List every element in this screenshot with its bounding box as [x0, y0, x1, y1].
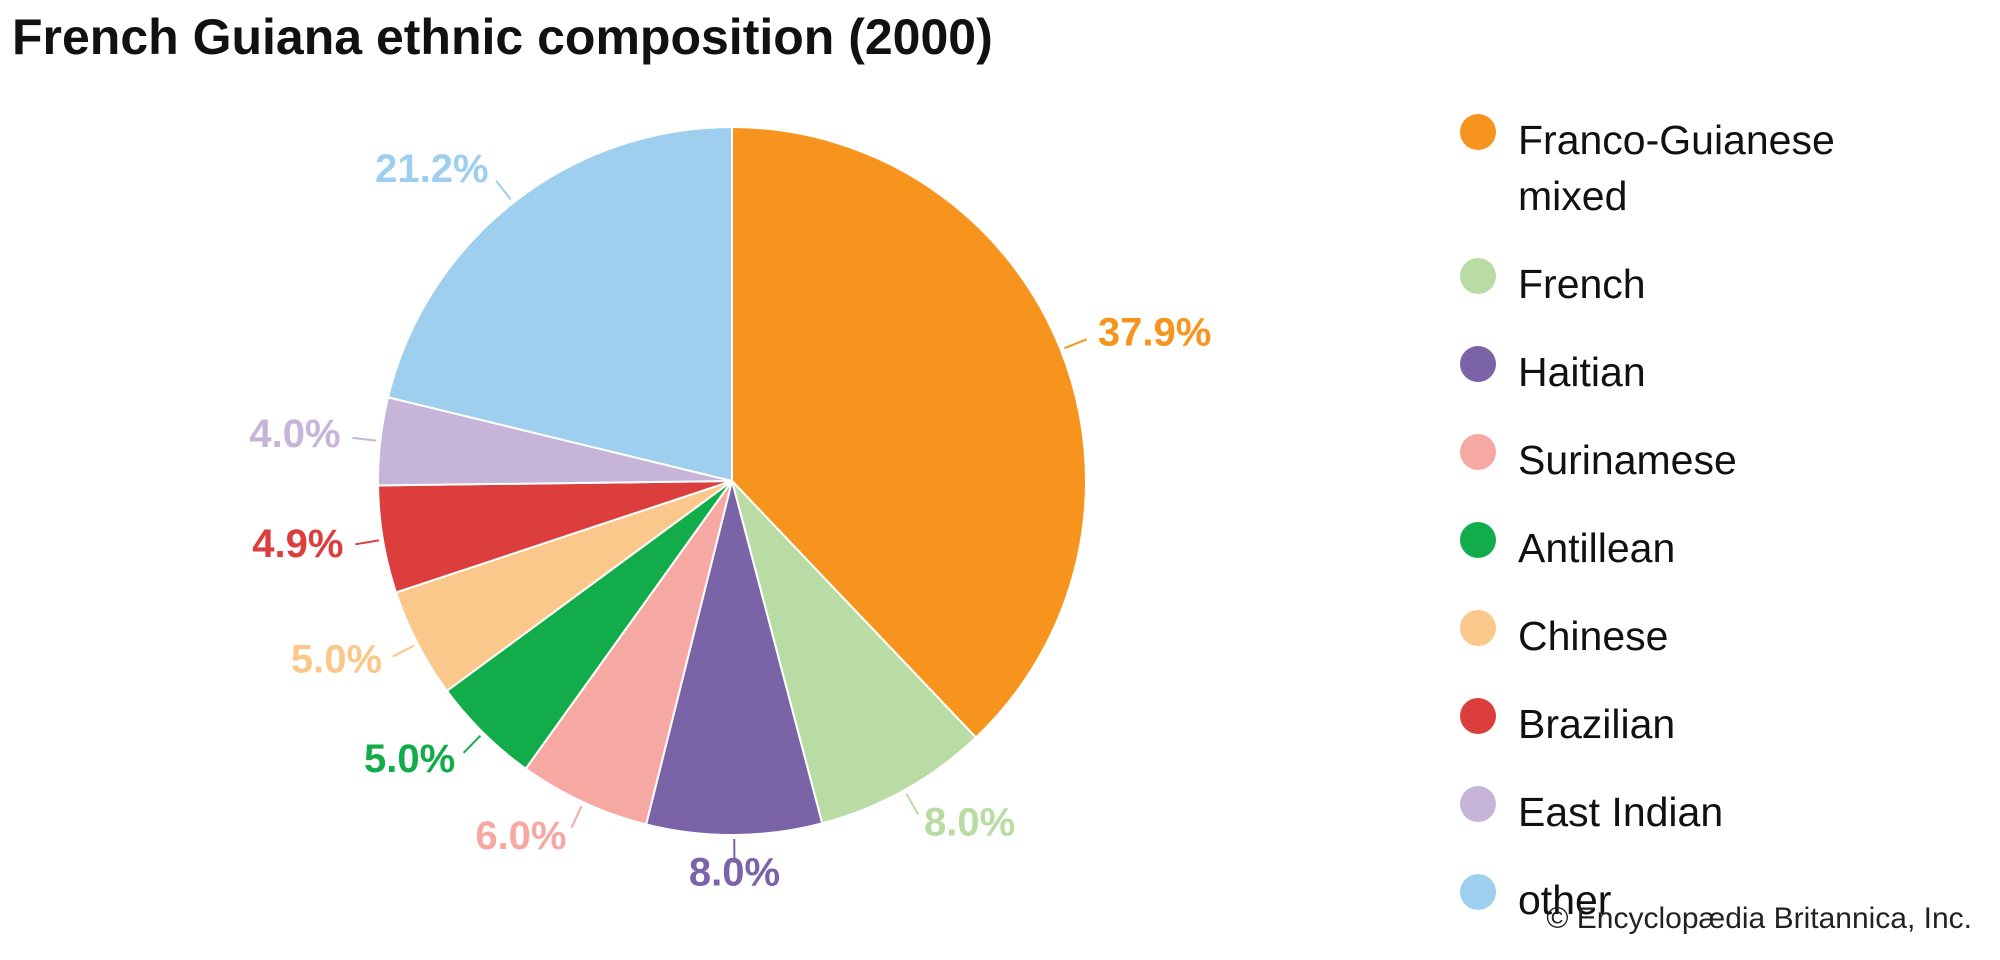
- legend-item: Surinamese: [1460, 432, 1880, 488]
- legend-item: Haitian: [1460, 344, 1880, 400]
- legend-item: Antillean: [1460, 520, 1880, 576]
- legend-item: Brazilian: [1460, 696, 1880, 752]
- legend-swatch: [1460, 698, 1496, 734]
- legend-label: Antillean: [1518, 520, 1858, 576]
- data-label: 6.0%: [475, 814, 566, 858]
- leader-line: [352, 438, 376, 441]
- legend-label: East Indian: [1518, 784, 1858, 840]
- data-label: 21.2%: [375, 147, 488, 191]
- leader-line: [464, 736, 481, 753]
- data-label: 5.0%: [364, 737, 455, 781]
- legend-swatch: [1460, 346, 1496, 382]
- legend-label: Brazilian: [1518, 696, 1858, 752]
- data-label: 8.0%: [924, 801, 1015, 845]
- leader-line: [1064, 339, 1086, 348]
- leader-line: [496, 181, 511, 200]
- legend-label: Surinamese: [1518, 432, 1858, 488]
- data-label: 5.0%: [291, 638, 382, 682]
- legend-swatch: [1460, 258, 1496, 294]
- leader-line: [906, 794, 918, 815]
- credit: © Encyclopædia Britannica, Inc.: [1546, 902, 1972, 936]
- legend-label: Chinese: [1518, 608, 1858, 664]
- leader-line: [355, 540, 379, 544]
- legend-swatch: [1460, 610, 1496, 646]
- leader-line: [572, 806, 582, 828]
- data-label: 37.9%: [1098, 310, 1211, 354]
- legend-label: Haitian: [1518, 344, 1858, 400]
- legend-swatch: [1460, 874, 1496, 910]
- legend-label: French: [1518, 256, 1858, 312]
- data-label: 4.9%: [252, 522, 343, 566]
- data-label: 8.0%: [689, 851, 780, 895]
- legend-label: Franco-Guianese mixed: [1518, 112, 1858, 224]
- legend-item: Chinese: [1460, 608, 1880, 664]
- legend-swatch: [1460, 786, 1496, 822]
- data-label: 4.0%: [249, 412, 340, 456]
- legend-item: French: [1460, 256, 1880, 312]
- legend-item: Franco-Guianese mixed: [1460, 112, 1880, 224]
- legend-swatch: [1460, 522, 1496, 558]
- legend-item: East Indian: [1460, 784, 1880, 840]
- legend-swatch: [1460, 434, 1496, 470]
- legend: Franco-Guianese mixed French Haitian Surina…: [1460, 112, 1880, 960]
- leader-line: [393, 646, 414, 657]
- legend-swatch: [1460, 114, 1496, 150]
